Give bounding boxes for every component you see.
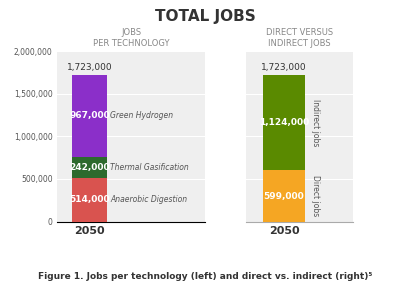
Text: 967,000: 967,000: [69, 111, 110, 120]
Text: Direct jobs: Direct jobs: [310, 176, 319, 217]
Text: 599,000: 599,000: [263, 191, 304, 201]
Title: DIRECT VERSUS
INDIRECT JOBS: DIRECT VERSUS INDIRECT JOBS: [265, 28, 332, 47]
Bar: [263, 75, 304, 170]
Text: 514,000: 514,000: [69, 195, 110, 204]
Text: Indirect jobs: Indirect jobs: [310, 99, 319, 146]
Text: Green Hydrogen: Green Hydrogen: [110, 111, 173, 120]
Text: 242,000: 242,000: [69, 163, 110, 172]
Text: Thermal Gasification: Thermal Gasification: [110, 163, 189, 172]
Text: 1,723,000: 1,723,000: [67, 63, 112, 72]
Title: JOBS
PER TECHNOLOGY: JOBS PER TECHNOLOGY: [93, 28, 169, 47]
Bar: [263, 170, 304, 222]
Bar: [72, 157, 107, 178]
Bar: [72, 178, 107, 222]
Text: Anaerobic Digestion: Anaerobic Digestion: [110, 195, 187, 204]
Bar: [72, 75, 107, 157]
Text: 1,124,000: 1,124,000: [258, 118, 308, 127]
Text: Figure 1. Jobs per technology (left) and direct vs. indirect (right)⁵: Figure 1. Jobs per technology (left) and…: [38, 272, 371, 281]
Text: 1,723,000: 1,723,000: [261, 63, 306, 72]
Text: TOTAL JOBS: TOTAL JOBS: [154, 9, 255, 24]
